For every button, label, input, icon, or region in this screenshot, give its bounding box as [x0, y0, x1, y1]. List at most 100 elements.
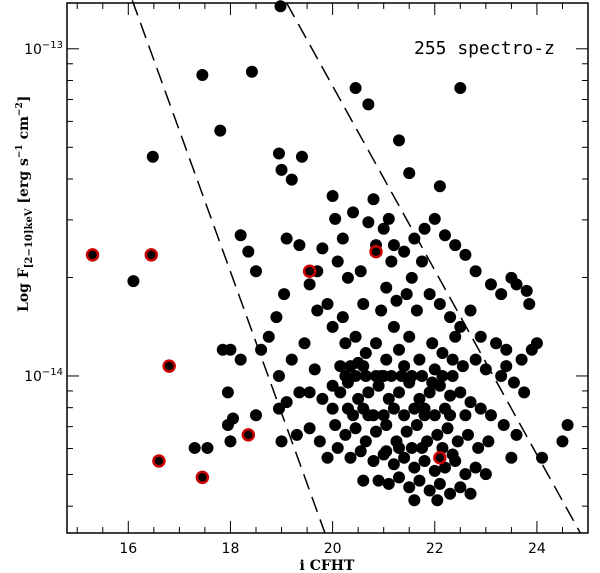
black-point-165: [382, 477, 395, 490]
black-point-85: [436, 347, 449, 360]
black-point-97: [293, 386, 306, 399]
black-point-223: [415, 369, 428, 382]
black-point-221: [395, 369, 408, 382]
black-point-174: [408, 494, 421, 507]
black-point-182: [398, 360, 411, 373]
black-point-194: [344, 360, 357, 373]
x-tick-label-22: 22: [426, 541, 444, 557]
black-point-175: [431, 494, 444, 507]
black-point-47: [354, 265, 367, 278]
black-point-201: [387, 402, 400, 415]
y-label-exp2: −2: [15, 102, 25, 116]
black-point-14: [326, 190, 339, 203]
black-point-114: [464, 396, 477, 409]
black-point-23: [270, 311, 283, 324]
black-point-45: [331, 255, 344, 268]
black-point-5: [454, 82, 467, 95]
black-point-127: [349, 422, 362, 435]
black-point-59: [464, 304, 477, 317]
y-tick-label−13: 10−13: [24, 40, 63, 58]
black-point-143: [188, 441, 201, 454]
black-point-83: [413, 353, 426, 366]
black-point-68: [221, 386, 234, 399]
black-point-220: [385, 369, 398, 382]
black-point-21: [293, 239, 306, 252]
black-point-151: [354, 445, 367, 458]
y-label-units2: cm: [16, 116, 32, 144]
black-point-55: [423, 288, 436, 301]
black-point-168: [413, 474, 426, 487]
black-point-164: [372, 474, 385, 487]
black-point-204: [428, 409, 441, 422]
black-point-18: [242, 245, 255, 258]
black-point-51: [380, 281, 393, 294]
black-point-33: [408, 232, 421, 245]
black-point-39: [469, 265, 482, 278]
black-point-135: [431, 428, 444, 441]
black-point-26: [336, 232, 349, 245]
black-point-157: [418, 455, 431, 468]
highlighted-point-0: [85, 248, 100, 262]
black-point-57: [444, 311, 457, 324]
black-point-209: [415, 441, 428, 454]
black-point-84: [426, 337, 439, 350]
highlighted-point-2: [302, 264, 317, 279]
black-point-116: [484, 409, 497, 422]
black-point-27: [347, 206, 360, 219]
black-point-197: [347, 409, 360, 422]
black-point-217: [382, 212, 395, 225]
black-point-192: [415, 255, 428, 268]
black-point-3: [196, 68, 209, 81]
black-point-9: [272, 147, 285, 160]
black-point-196: [326, 402, 339, 415]
black-point-122: [290, 428, 303, 441]
black-point-121: [275, 435, 288, 448]
black-point-36: [438, 229, 451, 242]
dashed-lines: [131, 0, 581, 534]
black-point-15: [403, 167, 416, 180]
black-point-103: [352, 392, 365, 405]
black-point-200: [377, 409, 390, 422]
black-point-188: [459, 409, 472, 422]
black-point-76: [339, 337, 352, 350]
black-point-17: [234, 229, 247, 242]
black-point-50: [357, 297, 370, 310]
black-point-67: [224, 343, 237, 356]
black-point-149: [331, 441, 344, 454]
black-point-159: [438, 461, 451, 474]
black-point-37: [449, 239, 462, 252]
y-tick-label−14: 10−14: [24, 367, 63, 385]
black-point-193: [334, 360, 347, 373]
black-point-2: [433, 180, 446, 193]
black-point-120: [556, 435, 569, 448]
black-point-81: [393, 343, 406, 356]
black-point-171: [444, 487, 457, 500]
black-point-62: [500, 343, 513, 356]
y-label-prefix: Log F: [16, 268, 32, 312]
black-point-13: [285, 173, 298, 186]
highlighted-point-7: [195, 470, 210, 485]
black-point-56: [433, 297, 446, 310]
black-point-203: [418, 402, 431, 415]
black-point-25: [316, 242, 329, 255]
highlighted-point-1: [144, 248, 159, 262]
black-point-91: [507, 376, 520, 389]
black-point-7: [362, 98, 375, 111]
y-axis-label: Log F[2−10]keV [erg s−1 cm−2]: [15, 96, 35, 312]
y-label-exp1: −1: [15, 144, 25, 158]
black-point-53: [400, 288, 413, 301]
black-point-225: [339, 369, 352, 382]
black-point-61: [490, 337, 503, 350]
black-point-216: [329, 212, 342, 225]
black-point-148: [321, 451, 334, 464]
black-point-106: [382, 392, 395, 405]
black-point-230: [446, 369, 459, 382]
black-point-73: [298, 337, 311, 350]
black-point-4: [245, 65, 258, 78]
black-point-199: [367, 409, 380, 422]
x-tick-label-24: 24: [528, 541, 546, 557]
black-point-158: [428, 464, 441, 477]
black-point-110: [423, 386, 436, 399]
black-point-169: [423, 484, 436, 497]
black-point-156: [408, 461, 421, 474]
